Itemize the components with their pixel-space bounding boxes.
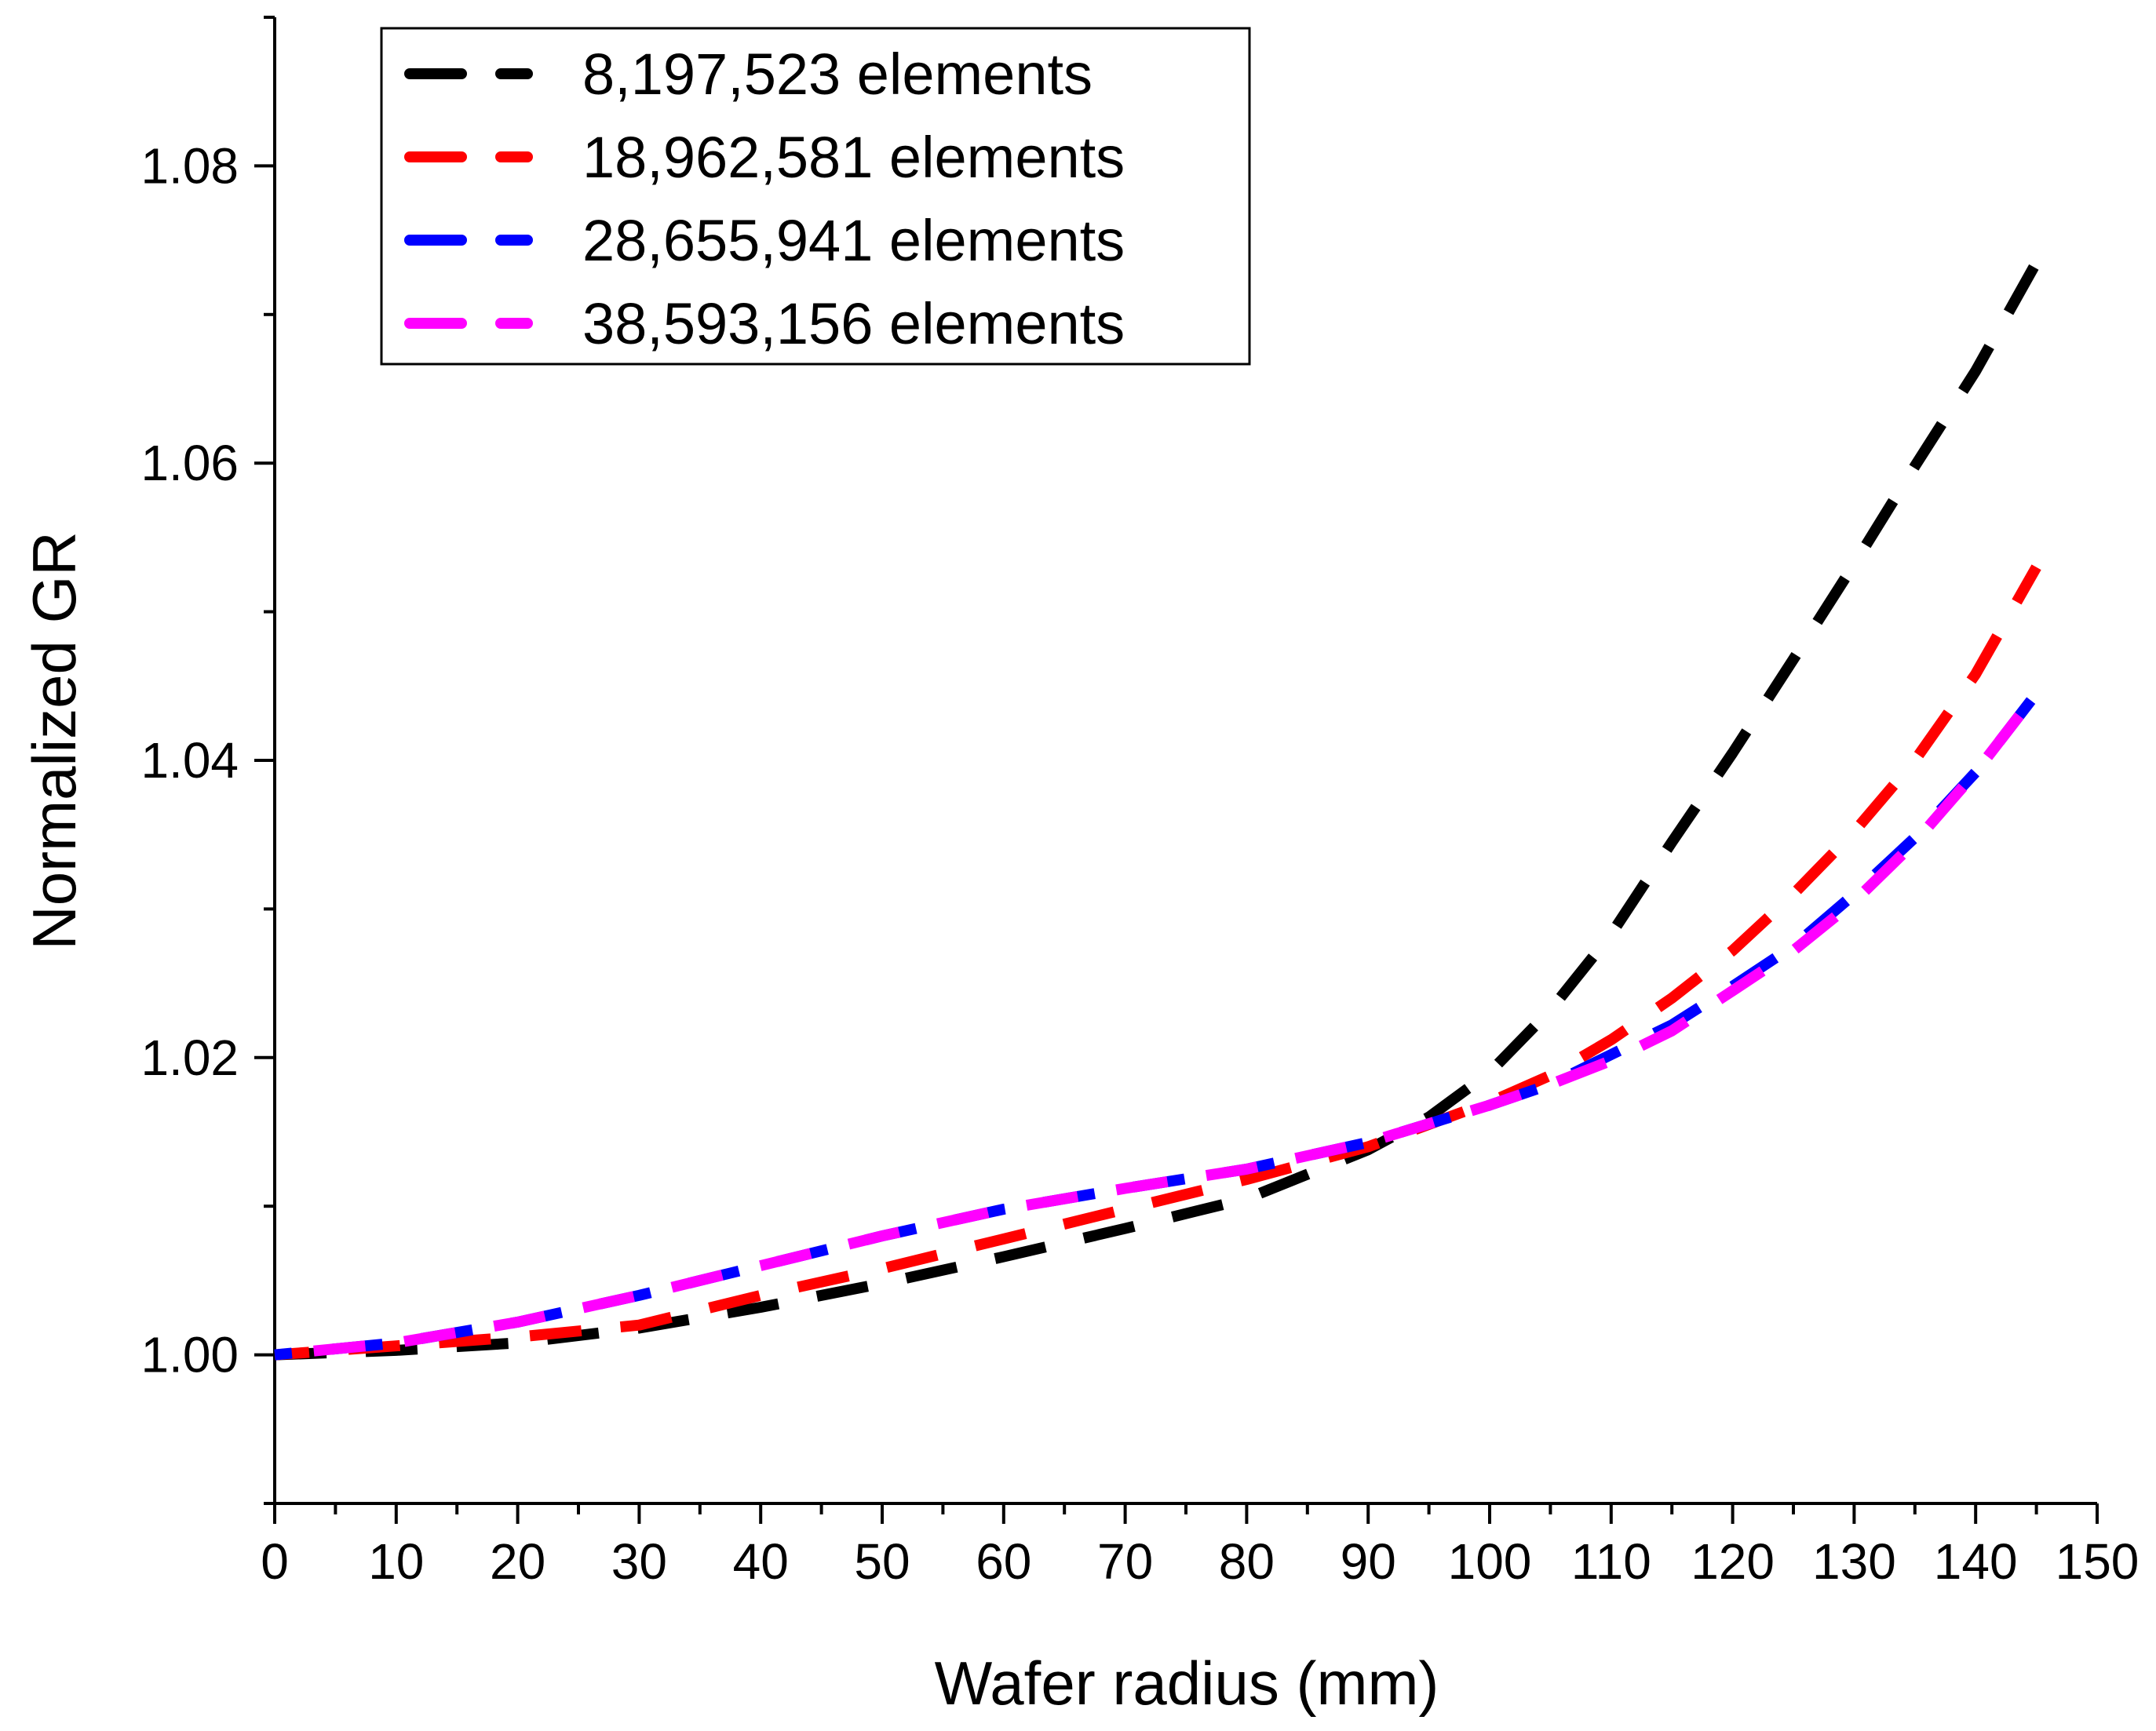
legend-label: 38,593,156 elements [582,291,1125,356]
x-tick-label: 90 [1341,1533,1396,1590]
legend-label: 8,197,523 elements [582,42,1093,107]
axes-layer: 0 10 20 30 40 50 60 70 80 90 100 110 120 130 140 150 1.0… [140,16,2140,1590]
legend-item: 28,655,941 elements [404,208,1125,273]
x-tick-label: 30 [611,1533,667,1590]
y-axis-title: Normalized GR [20,531,89,949]
legend-label: 28,655,941 elements [582,208,1125,273]
x-tick-label: 100 [1448,1533,1532,1590]
x-tick-label: 10 [368,1533,424,1590]
x-tick-label: 120 [1691,1533,1775,1590]
x-tick-label: 40 [733,1533,789,1590]
x-tick-label: 60 [976,1533,1031,1590]
series-line [274,690,2041,1361]
x-tick-label: 110 [1571,1533,1651,1590]
series-3 [274,690,2041,1361]
legend-label: 18,962,581 elements [582,125,1125,190]
x-tick-label: 150 [2056,1533,2140,1590]
series-line [274,260,2041,1361]
x-tick-label: 70 [1097,1533,1153,1590]
x-tick-label: 20 [490,1533,545,1590]
x-axis-title: Wafer radius (mm) [935,1649,1439,1718]
y-tick-label: 1.04 [140,732,239,789]
series-1 [274,260,2041,1361]
x-tick-label: 130 [1812,1533,1896,1590]
legend-item: 18,962,581 elements [404,125,1125,190]
legend-item: 38,593,156 elements [404,291,1125,356]
y-tick-label: 1.02 [140,1029,239,1086]
series-4 [274,690,2041,1361]
legend-layer: 8,197,523 elements 18,962,581 elements 28,… [380,27,1251,366]
series-line [274,690,2041,1361]
x-tick-label: 140 [1934,1533,2018,1590]
series-layer [274,260,2041,1361]
x-tick-label: 0 [261,1533,289,1590]
legend-item: 8,197,523 elements [404,42,1093,107]
y-tick-label: 1.08 [140,137,239,194]
x-tick-label: 80 [1219,1533,1275,1590]
legend-box [380,27,1251,366]
y-tick-label: 1.00 [140,1327,239,1383]
x-tick-label: 50 [854,1533,910,1590]
y-tick-label: 1.06 [140,435,239,491]
